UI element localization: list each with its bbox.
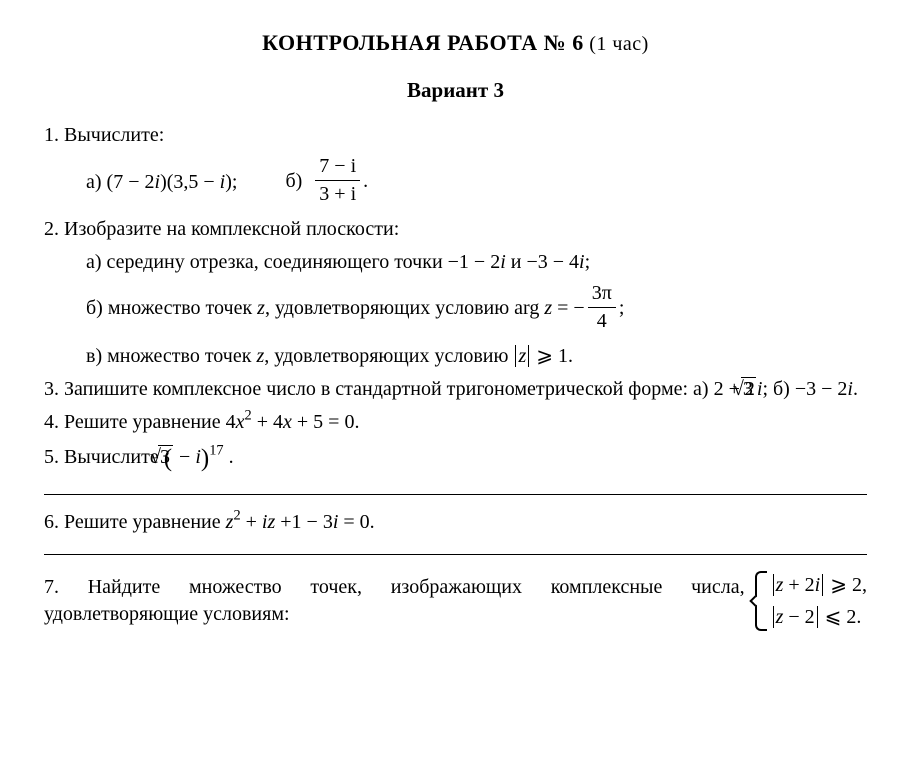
problem-1-parts: а) (7 − 2i)(3,5 − i); б) 7 − i 3 + i . [44,155,867,210]
problem-2a: а) середину отрезка, соединяющего точки … [44,249,867,276]
problem-4: 4. Решите уравнение 4x2 + 4x + 5 = 0. [44,409,867,436]
title-light: (1 час) [584,33,649,55]
separator-1 [44,494,867,495]
problem-2-head: 2. Изобразите на комплексной плоскости: [44,216,867,243]
problem-6: 6. Решите уравнение z2 + iz +1 − 3i = 0. [44,509,867,536]
problem-2b: б) множество точек z, удовлетворяющих ус… [44,282,867,337]
problem-3: 3. Запишите комплексное число в стандарт… [44,376,867,403]
fraction-3pi4: 3π4 [588,280,616,335]
separator-2 [44,554,867,555]
curly-brace-system: z + 2i ⩾ 2, z − 2 ⩽ 2. [753,569,867,633]
title-bold: КОНТРОЛЬНАЯ РАБОТА № 6 [262,30,584,55]
problem-2c: в) множество точек z, удовлетворяющих ус… [44,343,867,370]
problem-1-head: 1. Вычислите: [44,122,867,149]
problem-1b: б) 7 − i 3 + i . [285,155,368,210]
fraction: 7 − i 3 + i [315,153,360,208]
problem-5: 5. Вычислите (√3 − i)17 . [44,442,867,476]
problem-1a: а) (7 − 2i)(3,5 − i); [86,169,237,196]
page-title: КОНТРОЛЬНАЯ РАБОТА № 6 (1 час) [44,28,867,58]
problem-7: 7. Найдите множество точек, изображающих… [44,569,867,633]
subtitle: Вариант 3 [44,76,867,104]
